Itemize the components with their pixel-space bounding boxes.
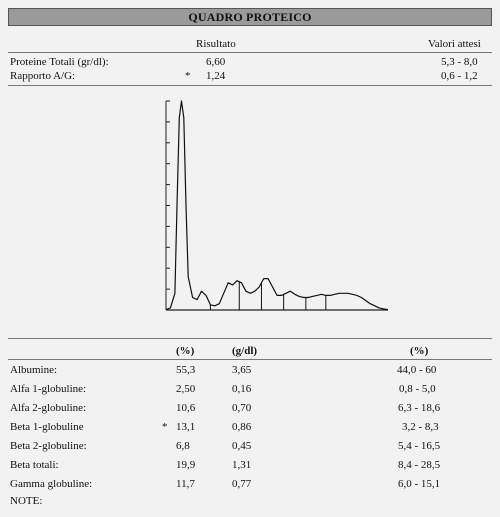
- protein-curve: [165, 100, 389, 311]
- fraction-reference: 6,0 - 15,1: [398, 478, 441, 490]
- fraction-gdl: 0,86: [232, 421, 252, 433]
- fraction-reference: 8,4 - 28,5: [398, 459, 441, 471]
- fraction-gdl: 0,16: [232, 383, 252, 395]
- fraction-percent: 55,3: [176, 364, 196, 376]
- fraction-gdl: 0,77: [232, 478, 252, 490]
- fraction-percent: 2,50: [176, 383, 196, 395]
- report-title: QUADRO PROTEICO: [188, 10, 312, 24]
- fraction-label: Gamma globuline:: [10, 478, 93, 490]
- summary-flag: *: [185, 70, 191, 82]
- pct-column-header: (%): [176, 345, 195, 357]
- fraction-label: Albumine:: [10, 364, 58, 376]
- fraction-gdl: 0,45: [232, 440, 252, 452]
- gdl-column-header: (g/dl): [232, 345, 258, 357]
- summary-label: Proteine Totali (gr/dl):: [10, 56, 109, 68]
- notes-label: NOTE:: [10, 495, 43, 507]
- fraction-percent: 6,8: [176, 440, 190, 452]
- title-bar: QUADRO PROTEICO: [8, 8, 492, 26]
- fraction-reference: 44,0 - 60: [397, 364, 437, 376]
- table-top-divider: [8, 338, 492, 339]
- fraction-label: Beta 1-globuline: [10, 421, 84, 433]
- summary-value: 6,60: [206, 56, 226, 68]
- fraction-percent: 19,9: [176, 459, 196, 471]
- fraction-percent: 10,6: [176, 402, 196, 414]
- reference-column-header: (%): [410, 345, 429, 357]
- summary-bottom-divider: [8, 85, 492, 86]
- table-header-divider: [8, 359, 492, 360]
- fraction-flag: *: [162, 421, 168, 433]
- fraction-label: Alfa 1-globuline:: [10, 383, 87, 395]
- summary-value: 1,24: [206, 70, 226, 82]
- fraction-reference: 5,4 - 16,5: [398, 440, 441, 452]
- summary-range: 5,3 - 8,0: [441, 56, 478, 68]
- fraction-label: Alfa 2-globuline:: [10, 402, 87, 414]
- fraction-percent: 11,7: [176, 478, 195, 490]
- fraction-gdl: 3,65: [232, 364, 252, 376]
- expected-values-column-header: Valori attesi: [428, 38, 481, 50]
- fraction-label: Beta 2-globuline:: [10, 440, 87, 452]
- summary-divider: [8, 52, 492, 53]
- fraction-percent: 13,1: [176, 421, 196, 433]
- fraction-reference: 6,3 - 18,6: [398, 402, 441, 414]
- fraction-reference: 3,2 - 8,3: [402, 421, 439, 433]
- fraction-gdl: 1,31: [232, 459, 252, 471]
- fraction-label: Beta totali:: [10, 459, 59, 471]
- summary-label: Rapporto A/G:: [10, 70, 76, 82]
- fraction-reference: 0,8 - 5,0: [399, 383, 436, 395]
- summary-range: 0,6 - 1,2: [441, 70, 478, 82]
- fraction-gdl: 0,70: [232, 402, 252, 414]
- result-column-header: Risultato: [196, 38, 236, 50]
